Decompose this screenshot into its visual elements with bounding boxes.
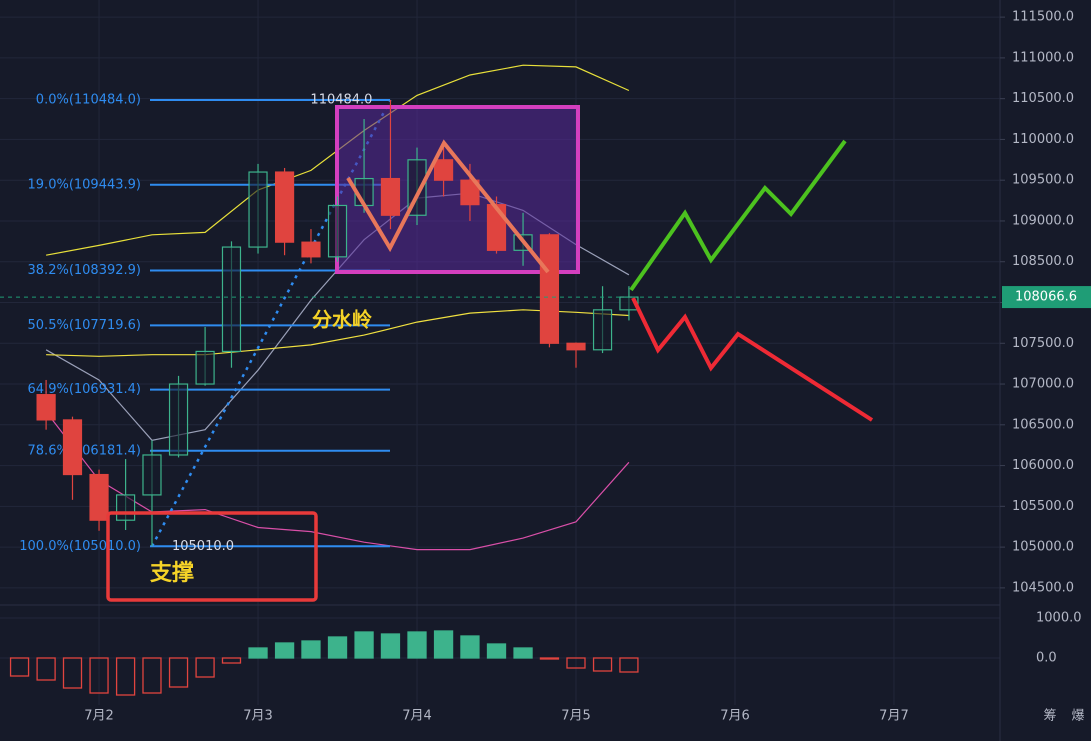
candle-body	[89, 473, 109, 521]
macd-bar	[89, 657, 109, 694]
pattern-zigzag	[346, 139, 550, 274]
x-tick-label: 7月6	[720, 709, 750, 724]
macd-bar	[327, 636, 348, 659]
x-tick-label: 7月5	[561, 709, 591, 724]
macd-pane	[9, 630, 639, 696]
x-tick-label: 7月3	[243, 709, 273, 724]
support-box	[106, 511, 318, 602]
candle-body	[62, 419, 83, 476]
macd-bar	[380, 633, 401, 659]
candle-body	[486, 204, 507, 251]
macd-bar	[460, 635, 480, 659]
candle-body	[168, 383, 189, 456]
last-price-label: 108066.6	[1015, 290, 1077, 305]
fib-label: 50.5%(107719.6)	[28, 318, 141, 333]
y-tick-label: 0.0	[1036, 651, 1057, 666]
macd-bar	[9, 657, 30, 677]
y-tick-label: 111500.0	[1012, 10, 1074, 25]
y-tick-label: 108500.0	[1012, 254, 1074, 269]
candle-body	[195, 350, 215, 385]
y-tick-label: 105500.0	[1012, 499, 1074, 514]
macd-bar	[592, 657, 613, 672]
y-tick-label: 110500.0	[1012, 91, 1074, 106]
candle-body	[380, 177, 401, 216]
y-tick-label: 105000.0	[1012, 540, 1074, 555]
fibonacci: 0.0%(110484.0) 19.0%(109443.9) 38.2%(10839…	[19, 92, 392, 554]
macd-bar	[513, 647, 533, 659]
fib-label: 0.0%(110484.0)	[36, 92, 141, 107]
macd-bar	[248, 647, 268, 659]
swing-low-label: 105010.0	[172, 539, 234, 554]
candles	[36, 99, 639, 547]
candle-body	[142, 454, 162, 496]
x-tick-label: 7月7	[879, 709, 909, 724]
fib-label: 38.2%(108392.9)	[28, 263, 141, 278]
toolbar-item[interactable]: 筹	[1043, 708, 1056, 724]
grid	[0, 0, 1000, 705]
candle-body	[460, 179, 480, 206]
fib-label: 19.0%(109443.9)	[28, 177, 141, 192]
candle-body	[327, 204, 348, 258]
macd-bar	[36, 657, 56, 681]
macd-bar	[274, 642, 295, 659]
y-tick-label: 104500.0	[1012, 580, 1074, 595]
indicator-line	[45, 411, 630, 551]
annotation: 分水岭	[312, 308, 372, 332]
y-tick-label: 109000.0	[1012, 213, 1074, 228]
x-tick-label: 7月2	[84, 709, 114, 724]
axes: 111500.0 111000.0 110500.0 110000.0 109500.0…	[0, 10, 1091, 724]
y-tick-label: 106500.0	[1012, 417, 1074, 432]
macd-bar	[433, 630, 454, 659]
last-price-box	[1002, 286, 1091, 309]
macd-bar	[142, 657, 162, 694]
bull-forecast	[629, 139, 847, 292]
macd-bar	[486, 643, 507, 659]
candle-body	[221, 246, 242, 353]
fib-label: 78.6%(106181.4)	[28, 443, 141, 458]
macd-bar	[195, 657, 215, 678]
indicator-line	[46, 309, 629, 357]
y-tick-label: 107000.0	[1012, 377, 1074, 392]
swing-high-label: 110484.0	[310, 92, 372, 107]
y-tick-label: 1000.0	[1036, 611, 1082, 626]
macd-bar	[619, 657, 639, 673]
x-tick-label: 7月4	[402, 709, 432, 724]
y-tick-label: 109500.0	[1012, 173, 1074, 188]
macd-bar	[115, 657, 136, 696]
macd-bar	[539, 657, 560, 660]
annotation: 支撑	[150, 561, 194, 586]
candle-body	[592, 309, 613, 351]
candle-body	[36, 394, 56, 421]
candle-body	[301, 241, 321, 258]
y-tick-label: 106000.0	[1012, 458, 1074, 473]
fib-label: 64.9%(106931.4)	[28, 382, 141, 397]
fib-label: 100.0%(105010.0)	[19, 539, 141, 554]
candle-body	[433, 159, 454, 181]
candle-body	[115, 494, 136, 521]
candle-body	[248, 171, 268, 248]
candle-body	[566, 342, 586, 351]
macd-bar	[566, 657, 586, 669]
toolbar-item[interactable]: 爆	[1071, 709, 1084, 724]
y-tick-label: 107500.0	[1012, 336, 1074, 351]
macd-bar	[221, 657, 242, 664]
macd-bar	[354, 631, 374, 659]
pattern-box	[335, 105, 580, 274]
macd-bar	[407, 631, 427, 659]
bear-forecast	[631, 297, 874, 422]
y-tick-label: 110000.0	[1012, 132, 1074, 147]
macd-bar	[301, 640, 321, 659]
macd-bar	[168, 657, 189, 688]
macd-bar	[62, 657, 83, 689]
y-tick-label: 111000.0	[1012, 50, 1074, 65]
candle-body	[539, 234, 560, 344]
candle-body	[274, 171, 295, 243]
